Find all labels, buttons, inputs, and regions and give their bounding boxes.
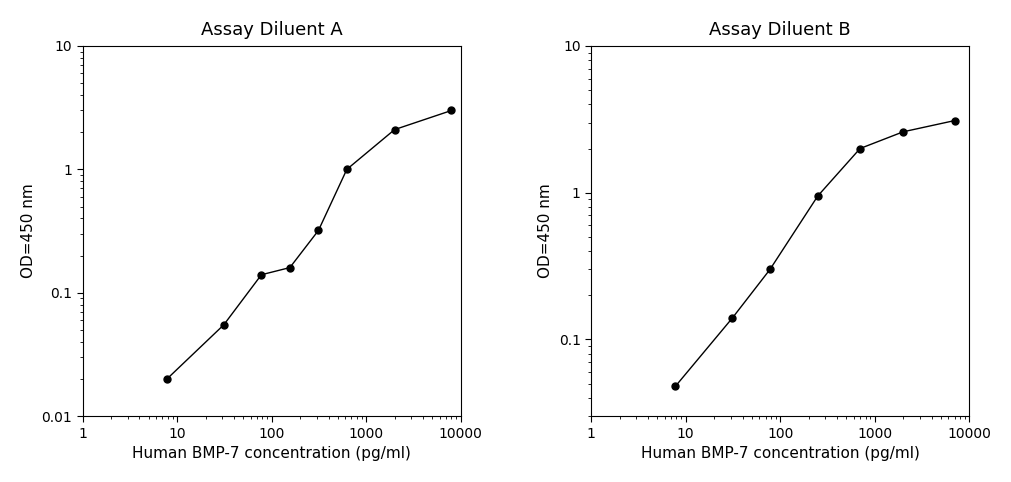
X-axis label: Human BMP-7 concentration (pg/ml): Human BMP-7 concentration (pg/ml) [132, 446, 410, 461]
Y-axis label: OD=450 nm: OD=450 nm [21, 184, 35, 279]
Y-axis label: OD=450 nm: OD=450 nm [538, 184, 553, 279]
X-axis label: Human BMP-7 concentration (pg/ml): Human BMP-7 concentration (pg/ml) [640, 446, 919, 461]
Title: Assay Diluent A: Assay Diluent A [200, 21, 342, 39]
Title: Assay Diluent B: Assay Diluent B [709, 21, 850, 39]
